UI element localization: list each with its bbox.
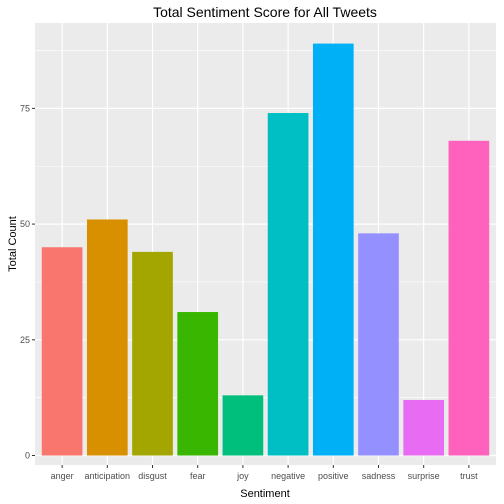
chart-title: Total Sentiment Score for All Tweets xyxy=(153,4,377,20)
bar-negative xyxy=(267,113,309,456)
x-tick-label: anticipation xyxy=(85,471,131,481)
y-tick-label: 0 xyxy=(25,451,30,461)
x-tick-label: fear xyxy=(190,471,206,481)
x-tick-label: negative xyxy=(271,471,305,481)
y-axis-ticks: 0 25 50 75 xyxy=(20,103,35,461)
x-axis-ticks: anger anticipation disgust fear joy negative p… xyxy=(51,465,478,481)
bar-surprise xyxy=(403,399,445,456)
y-axis-title: Total Count xyxy=(7,216,19,272)
x-axis-title: Sentiment xyxy=(240,488,290,500)
x-tick-label: trust xyxy=(460,471,478,481)
x-tick-label: positive xyxy=(318,471,349,481)
x-tick-label: joy xyxy=(236,471,249,481)
bar-fear xyxy=(177,312,219,456)
y-tick-label: 50 xyxy=(20,219,30,229)
x-tick-label: anger xyxy=(51,471,74,481)
bar-joy xyxy=(222,395,264,456)
x-tick-label: disgust xyxy=(138,471,167,481)
bar-anticipation xyxy=(86,219,128,456)
y-tick-label: 25 xyxy=(20,335,30,345)
bars xyxy=(41,43,490,456)
x-tick-label: surprise xyxy=(408,471,440,481)
bar-anger xyxy=(41,247,83,456)
x-tick-label: sadness xyxy=(362,471,396,481)
y-tick-label: 75 xyxy=(20,103,30,113)
bar-trust xyxy=(448,140,490,456)
bar-positive xyxy=(312,43,354,456)
bar-disgust xyxy=(132,251,173,456)
bar-sadness xyxy=(358,233,399,456)
